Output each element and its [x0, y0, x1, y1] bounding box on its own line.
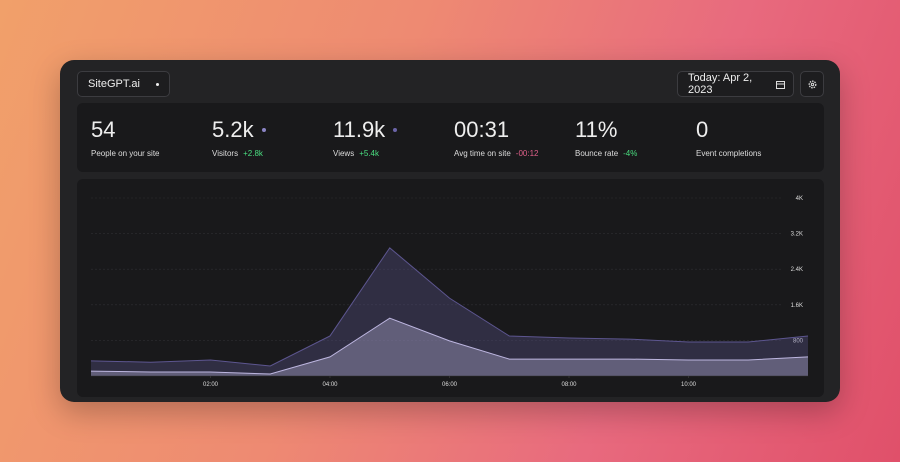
- stat-value: 54: [91, 117, 116, 142]
- stat-label: Event completions: [696, 149, 762, 158]
- stat: 5.2k Visitors +2.8k: [212, 117, 266, 158]
- stat-label-row: Visitors +2.8k: [212, 149, 266, 158]
- chart: 800 1.6K 2.4K 3.2K 4K 02:00 04:00 06:00 08:00 10:…: [90, 196, 809, 388]
- stat: 54 People on your site: [91, 117, 160, 158]
- stat-value-row: 54: [91, 117, 160, 143]
- stat-label-row: Views +5.4k: [333, 149, 397, 158]
- stat-value: 5.2k: [212, 117, 254, 142]
- stat: 0 Event completions: [696, 117, 761, 158]
- stat-label-row: Event completions: [696, 149, 761, 158]
- x-tick-label: 08:00: [561, 382, 577, 388]
- stat-value-row: 5.2k: [212, 117, 266, 143]
- stat-change: +5.4k: [359, 149, 379, 158]
- stat-value: 0: [696, 117, 709, 142]
- stat-label-row: Bounce rate -4%: [575, 149, 637, 158]
- area-line: [90, 247, 809, 367]
- area-fill: [91, 247, 808, 376]
- y-tick-label: 2.4K: [791, 267, 803, 273]
- stat-change: +2.8k: [243, 149, 263, 158]
- stat-change: -4%: [623, 149, 638, 158]
- site-selector[interactable]: SiteGPT.ai: [77, 71, 170, 97]
- stat-value: 11%: [575, 117, 618, 142]
- x-tick-label: 04:00: [322, 382, 338, 388]
- area-line: [90, 317, 809, 375]
- stat: 11.9k Views +5.4k: [333, 117, 398, 158]
- stat: 11% Bounce rate -4%: [575, 117, 637, 158]
- stat-label: People on your site: [91, 149, 160, 158]
- settings-button[interactable]: [800, 71, 824, 97]
- stat-value: 11.9k: [333, 117, 386, 142]
- dashboard-card: SiteGPT.ai Today: Apr 2, 2023 54 People o…: [60, 60, 840, 402]
- site-name: SiteGPT.ai: [88, 78, 140, 90]
- stat-value-row: 11%: [575, 117, 637, 143]
- stats-panel: 54 People on your site 5.2k Visitors +2.8k 11…: [77, 103, 824, 172]
- series-dot: [393, 128, 398, 132]
- y-tick-label: 800: [793, 338, 804, 344]
- date-picker[interactable]: Today: Apr 2, 2023: [677, 71, 794, 97]
- stat-label: Avg time on site: [454, 149, 511, 158]
- y-tick-label: 4K: [796, 196, 803, 202]
- stat: 00:31 Avg time on site -00:12: [454, 117, 538, 158]
- stat-label-row: People on your site: [91, 149, 160, 158]
- x-tick-label: 06:00: [442, 382, 458, 388]
- stat-change: -00:12: [515, 149, 539, 158]
- stat-value-row: 0: [696, 117, 761, 143]
- stat-value-row: 00:31: [454, 117, 538, 143]
- stat-label-row: Avg time on site -00:12: [454, 149, 538, 158]
- gear-icon: [808, 80, 816, 88]
- y-tick-label: 3.2K: [791, 232, 803, 238]
- calendar-icon: [776, 80, 785, 89]
- area-fill: [91, 318, 808, 376]
- y-tick-label: 1.6K: [791, 303, 803, 309]
- series-dot: [261, 128, 266, 132]
- x-tick-label: 02:00: [203, 382, 219, 388]
- stat-label: Bounce rate: [575, 149, 619, 158]
- stat-label: Visitors: [212, 149, 239, 158]
- stat-label: Views: [333, 149, 355, 158]
- x-tick-label: 10:00: [681, 382, 697, 388]
- stat-value-row: 11.9k: [333, 117, 398, 143]
- chart-panel: 800 1.6K 2.4K 3.2K 4K 02:00 04:00 06:00 08:00 10:…: [77, 179, 824, 397]
- date-text: Today: Apr 2, 2023: [688, 72, 753, 96]
- stat-value: 00:31: [454, 117, 510, 142]
- menu-dot: [156, 82, 159, 86]
